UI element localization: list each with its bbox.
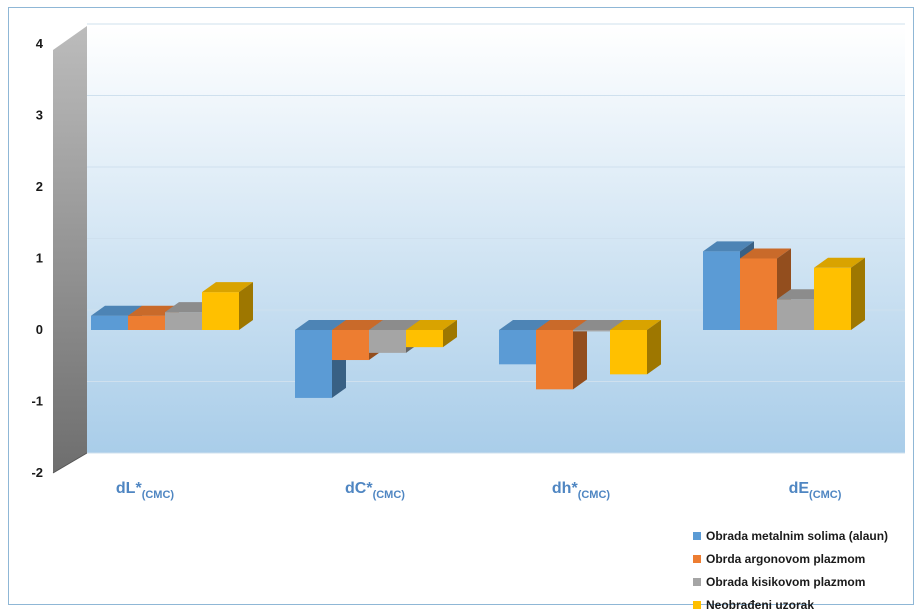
bar-side — [443, 320, 457, 348]
y-axis-tick-labels: 4 3 2 1 0 -1 -2 — [31, 36, 43, 480]
bar-front — [91, 315, 128, 330]
legend-label: Obrda argonovom plazmom — [706, 551, 866, 566]
bar-side — [239, 282, 253, 330]
bar — [536, 320, 587, 390]
legend-item: Obrada metalnim solima (alaun) — [693, 524, 888, 547]
floor-edge — [52, 452, 88, 474]
legend-swatch — [693, 600, 701, 609]
bar-top — [332, 320, 383, 330]
bar — [202, 282, 253, 330]
legend-label: Neobrađeni uzorak — [706, 597, 815, 612]
bar-side — [851, 257, 865, 330]
legend-item: Obrda argonovom plazmom — [693, 547, 888, 570]
legend-item: Neobrađeni uzorak — [693, 593, 888, 616]
bar-top — [703, 241, 754, 252]
bar — [610, 320, 661, 375]
y-tick-label: 0 — [36, 322, 43, 337]
bar-front — [573, 330, 610, 332]
chart-frame: 4 3 2 1 0 -1 -2 dL*(CMC) dC*(CMC) dh*(CMC) dE(CMC… — [8, 7, 914, 612]
bar-top — [499, 320, 550, 330]
category-label: dC*(CMC) — [345, 480, 405, 501]
category-labels: dL*(CMC) dC*(CMC) dh*(CMC) dE(CMC) — [116, 480, 842, 501]
bar-front — [128, 315, 165, 330]
bar-front — [610, 330, 647, 375]
bar-side — [647, 320, 661, 375]
category-label: dh*(CMC) — [552, 480, 610, 501]
legend-swatch — [693, 531, 701, 540]
bar-top — [610, 320, 661, 330]
bar-chart: 4 3 2 1 0 -1 -2 dL*(CMC) dC*(CMC) dh*(CMC) dE(CMC… — [31, 23, 905, 501]
legend-swatch — [693, 554, 701, 563]
legend-item: Obrada kisikovom plazmom — [693, 570, 888, 593]
y-tick-label: 1 — [36, 251, 43, 266]
bar-side — [573, 320, 587, 390]
bar-front — [295, 330, 332, 398]
bar-front — [703, 251, 740, 330]
bar-top — [406, 320, 457, 330]
legend-label: Obrada kisikovom plazmom — [706, 574, 866, 589]
legend-label: Obrada metalnim solima (alaun) — [706, 528, 889, 543]
bar-front — [777, 299, 814, 330]
bar-top — [536, 320, 587, 330]
bar-front — [536, 330, 573, 390]
bar-top — [814, 257, 865, 268]
category-label: dE(CMC) — [789, 480, 842, 501]
bar — [406, 320, 457, 348]
side-wall — [53, 26, 87, 473]
bar-top — [91, 305, 142, 316]
bars — [91, 241, 865, 398]
bar-front — [332, 330, 369, 361]
bar-top — [369, 320, 420, 330]
bar-top — [295, 320, 346, 330]
bar-front — [814, 267, 851, 330]
bar-front — [406, 330, 443, 348]
bar-top — [202, 282, 253, 293]
y-tick-label: 4 — [36, 36, 44, 51]
legend: Obrada metalnim solima (alaun) Obrda argo… — [693, 524, 888, 616]
back-wall — [87, 26, 905, 453]
y-tick-label: 2 — [36, 179, 43, 194]
category-label: dL*(CMC) — [116, 480, 174, 501]
bar-front — [165, 312, 202, 330]
bar-top — [573, 320, 624, 330]
bar-front — [499, 330, 536, 365]
bar-front — [740, 258, 777, 330]
legend-swatch — [693, 577, 701, 586]
bar-front — [369, 330, 406, 353]
bar — [814, 257, 865, 330]
y-tick-label: -2 — [31, 465, 43, 480]
y-tick-label: -1 — [31, 394, 43, 409]
y-tick-label: 3 — [36, 108, 43, 123]
bar-top — [740, 248, 791, 259]
bar-front — [202, 292, 239, 330]
